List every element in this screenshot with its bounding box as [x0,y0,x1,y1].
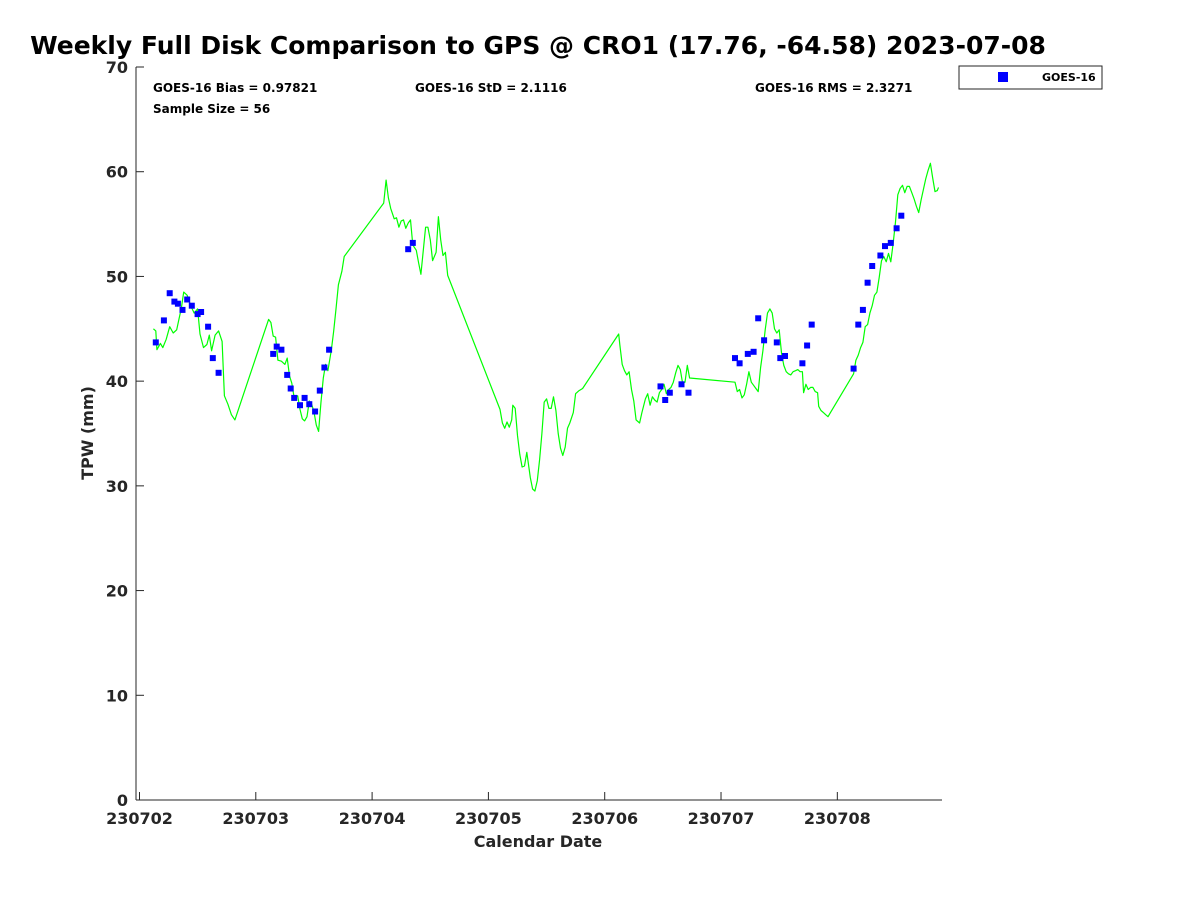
gps-series [153,162,940,492]
goes-16-point [278,346,285,353]
goes-16-point [291,394,298,401]
goes-16-point [804,342,811,349]
goes-16-point [152,339,159,346]
goes-16-point [215,369,222,376]
x-tick-label: 230702 [106,809,173,828]
goes-16-point [160,317,167,324]
goes-16-point [678,381,685,388]
goes-16-point [270,350,277,357]
goes-16-point [284,371,291,378]
goes-16-point [887,239,894,246]
plot-area [135,67,942,801]
chart-title: Weekly Full Disk Comparison to GPS @ CRO… [30,31,1046,60]
y-tick-label: 0 [117,791,128,810]
goes-16-point [799,360,806,367]
goes-16-point [188,302,195,309]
plot-background [136,67,942,800]
y-axis-label: TPW (mm) [78,386,97,480]
stat-sample-size: Sample Size = 56 [153,102,270,116]
y-tick-label: 20 [106,582,128,601]
goes-16-point [166,290,173,297]
goes-16-point [657,383,664,390]
x-axis-label: Calendar Date [474,832,603,851]
goes-16-point [405,246,412,253]
goes-16-point [882,243,888,250]
stat-std: GOES-16 StD = 2.1116 [415,81,567,95]
stat-bias: GOES-16 Bias = 0.97821 [153,81,317,95]
goes-16-point [732,355,738,362]
goes-16-point [316,387,323,394]
y-tick-label: 50 [106,267,128,286]
goes-16-point [898,212,905,219]
goes-16-series [152,212,905,415]
goes-16-point [301,394,308,401]
goes-16-point [877,252,884,259]
legend: GOES-16 [958,65,1103,90]
goes-16-point [685,389,692,396]
goes-16-point [306,401,313,408]
goes-16-point [179,306,186,313]
goes-16-point [326,346,333,353]
goes-16-point [205,323,212,330]
goes-16-point [736,360,743,367]
goes-16-point [209,355,216,362]
x-tick-label: 230708 [804,809,871,828]
goes-16-point [297,402,303,409]
x-axis-ticks: 230702 230703 230704 230705 230706 230707 2307… [106,792,871,828]
goes-16-point [666,389,673,396]
goes-16-point [184,296,191,303]
goes-16-point [174,300,181,307]
goes-16-point [171,298,178,305]
legend-label-goes-16: GOES-16 [1042,71,1096,84]
x-tick-label: 230704 [339,809,406,828]
goes-16-point [312,408,319,415]
legend-box [958,65,1103,90]
goes-16-point [777,355,784,362]
gps-line [153,162,940,492]
x-tick-label: 230707 [688,809,755,828]
y-tick-label: 60 [106,163,128,182]
goes-16-point [194,311,201,318]
y-tick-label: 10 [106,686,128,705]
goes-16-point [782,353,788,359]
goes-16-point [662,397,669,403]
goes-16-point [409,239,416,246]
goes-16-point [773,339,780,346]
goes-16-point [761,337,768,344]
stat-rms: GOES-16 RMS = 2.3271 [755,81,912,95]
goes-16-point [808,321,815,328]
goes-16-point [273,343,280,350]
goes-16-point [855,321,862,328]
goes-16-point [755,315,762,322]
y-axis-ticks: 0 10 20 30 40 50 60 70 [106,58,144,810]
goes-16-point [321,364,328,371]
goes-16-point [864,279,871,286]
goes-16-point [859,306,866,313]
goes-16-point [750,348,757,355]
y-tick-label: 70 [106,58,128,77]
goes-16-point [198,309,205,315]
goes-16-point [287,385,294,392]
x-tick-label: 230706 [571,809,638,828]
goes-16-point [893,225,900,232]
legend-marker-goes-16 [998,72,1008,82]
goes-16-point [869,263,876,269]
y-tick-label: 30 [106,477,128,496]
goes-16-point [850,365,857,372]
x-tick-label: 230705 [455,809,522,828]
y-tick-label: 40 [106,372,128,391]
goes-16-point [744,350,751,357]
x-tick-label: 230703 [222,809,289,828]
